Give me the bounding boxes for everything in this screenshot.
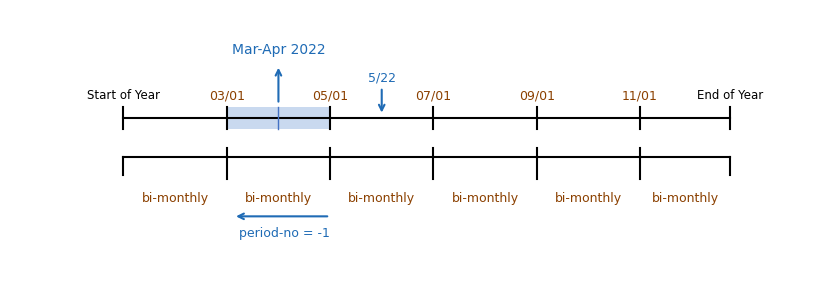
Text: 09/01: 09/01 bbox=[519, 89, 555, 102]
Bar bbox=[227, 107, 330, 129]
Text: bi-monthly: bi-monthly bbox=[245, 192, 312, 205]
Text: Mar-Apr 2022: Mar-Apr 2022 bbox=[232, 43, 325, 57]
Text: bi-monthly: bi-monthly bbox=[348, 192, 416, 205]
Text: bi-monthly: bi-monthly bbox=[651, 192, 719, 205]
Text: bi-monthly: bi-monthly bbox=[555, 192, 622, 205]
Text: End of Year: End of Year bbox=[697, 89, 764, 102]
Text: Start of Year: Start of Year bbox=[87, 89, 160, 102]
Text: 11/01: 11/01 bbox=[622, 89, 658, 102]
Text: 5/22: 5/22 bbox=[367, 72, 396, 85]
Text: period-no = -1: period-no = -1 bbox=[239, 227, 331, 241]
Text: bi-monthly: bi-monthly bbox=[451, 192, 519, 205]
Text: 07/01: 07/01 bbox=[416, 89, 451, 102]
Text: 05/01: 05/01 bbox=[312, 89, 348, 102]
Text: bi-monthly: bi-monthly bbox=[142, 192, 209, 205]
Text: 03/01: 03/01 bbox=[209, 89, 245, 102]
